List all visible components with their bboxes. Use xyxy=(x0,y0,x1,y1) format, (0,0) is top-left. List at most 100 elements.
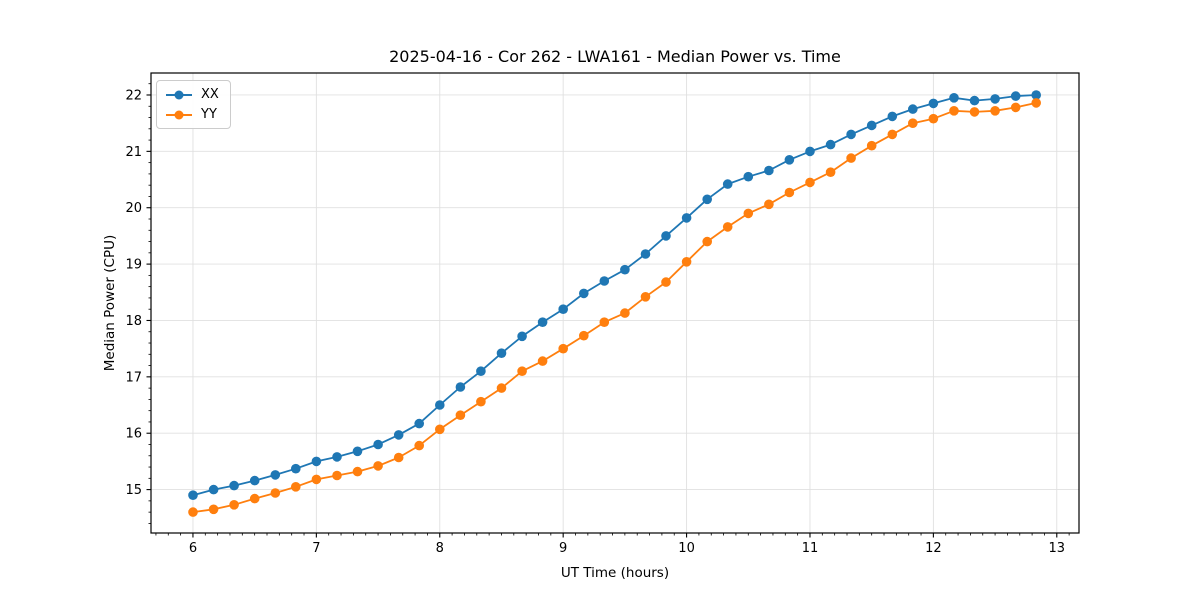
data-point xyxy=(537,356,548,366)
legend: XX YY xyxy=(156,80,231,129)
data-point xyxy=(537,317,548,328)
data-point xyxy=(352,466,363,477)
data-point xyxy=(208,484,219,495)
x-tick-label: 7 xyxy=(312,541,320,556)
data-point xyxy=(476,396,486,407)
y-tick-label: 21 xyxy=(125,145,142,160)
data-point xyxy=(435,424,445,435)
y-tick-label: 16 xyxy=(125,427,142,442)
y-tick-label: 15 xyxy=(125,483,142,498)
legend-marker-yy xyxy=(166,110,192,120)
x-tick-label: 8 xyxy=(436,541,444,556)
data-point xyxy=(681,213,692,223)
series-XX-line xyxy=(192,94,1038,497)
data-point xyxy=(661,277,671,287)
data-point xyxy=(270,488,281,498)
data-point xyxy=(332,452,342,462)
data-point xyxy=(1031,90,1041,100)
data-point xyxy=(188,507,198,517)
data-point xyxy=(352,446,363,457)
data-point xyxy=(661,231,671,241)
data-point xyxy=(928,113,939,124)
data-point xyxy=(599,276,610,286)
data-point xyxy=(764,199,774,210)
gridlines xyxy=(151,73,1079,533)
data-point xyxy=(681,257,692,267)
data-point xyxy=(311,474,322,485)
legend-item-yy: YY xyxy=(166,106,219,123)
y-axis-label-text: Median Power (CPU) xyxy=(102,234,118,372)
data-point xyxy=(1010,102,1021,113)
legend-label-xx: XX xyxy=(201,87,219,102)
data-point xyxy=(599,317,610,328)
data-point xyxy=(229,500,239,510)
data-point xyxy=(1031,98,1041,108)
y-tick-label: 22 xyxy=(125,88,142,103)
data-point xyxy=(784,155,795,165)
data-point xyxy=(496,348,507,359)
data-point xyxy=(722,179,733,189)
data-point xyxy=(249,493,260,504)
data-point xyxy=(743,171,754,182)
data-point xyxy=(887,111,898,122)
legend-label-yy: YY xyxy=(201,107,217,122)
data-point xyxy=(579,288,589,299)
x-axis-label: UT Time (hours) xyxy=(560,565,670,581)
data-point xyxy=(743,208,754,219)
data-point xyxy=(990,94,1000,104)
x-tick-label: 9 xyxy=(559,541,567,556)
data-point xyxy=(764,165,774,176)
data-point xyxy=(784,187,795,198)
data-point xyxy=(455,382,466,392)
data-point xyxy=(188,490,198,501)
x-tick-label: 10 xyxy=(678,541,695,556)
data-point xyxy=(702,236,712,247)
data-point xyxy=(969,95,980,106)
data-point xyxy=(825,139,836,150)
data-point xyxy=(825,167,836,177)
data-point xyxy=(291,463,301,474)
data-point xyxy=(908,118,918,128)
legend-item-xx: XX xyxy=(166,86,219,103)
y-tick-label: 20 xyxy=(125,201,142,216)
data-point xyxy=(866,120,877,131)
data-point xyxy=(620,264,630,275)
data-point xyxy=(373,461,383,471)
data-point xyxy=(908,104,918,114)
x-tick-label: 6 xyxy=(189,541,197,556)
data-point xyxy=(435,400,445,410)
y-tick-label: 19 xyxy=(125,258,142,273)
series-YY-markers xyxy=(188,98,1041,517)
x-tick-label: 13 xyxy=(1049,541,1066,556)
data-point xyxy=(702,194,712,205)
data-point xyxy=(517,331,527,342)
series-YY-line xyxy=(192,102,1038,513)
data-point xyxy=(887,129,898,140)
data-point xyxy=(311,456,322,467)
data-point xyxy=(990,106,1000,116)
data-point xyxy=(949,93,959,103)
data-point xyxy=(455,410,466,421)
data-point xyxy=(517,366,527,377)
data-point xyxy=(949,106,959,116)
data-point xyxy=(558,304,568,315)
data-point xyxy=(496,383,507,393)
data-point xyxy=(414,418,425,429)
data-point xyxy=(332,470,342,481)
data-point xyxy=(805,177,815,188)
chart-title: 2025-04-16 - Cor 262 - LWA161 - Median P… xyxy=(389,47,841,66)
data-point xyxy=(208,504,219,515)
x-tick-label: 11 xyxy=(802,541,819,556)
data-point xyxy=(846,153,856,163)
data-point xyxy=(640,249,651,259)
data-point xyxy=(229,480,239,491)
tick-labels: 6 7 8 9 10 11 12 13 15 16 17 18 19 20 21 22 xyxy=(125,88,1065,556)
data-point xyxy=(722,222,733,232)
plot-spines xyxy=(150,72,1080,534)
data-point xyxy=(805,146,815,157)
data-point xyxy=(393,452,404,463)
data-point xyxy=(249,475,260,486)
data-point xyxy=(579,330,589,341)
